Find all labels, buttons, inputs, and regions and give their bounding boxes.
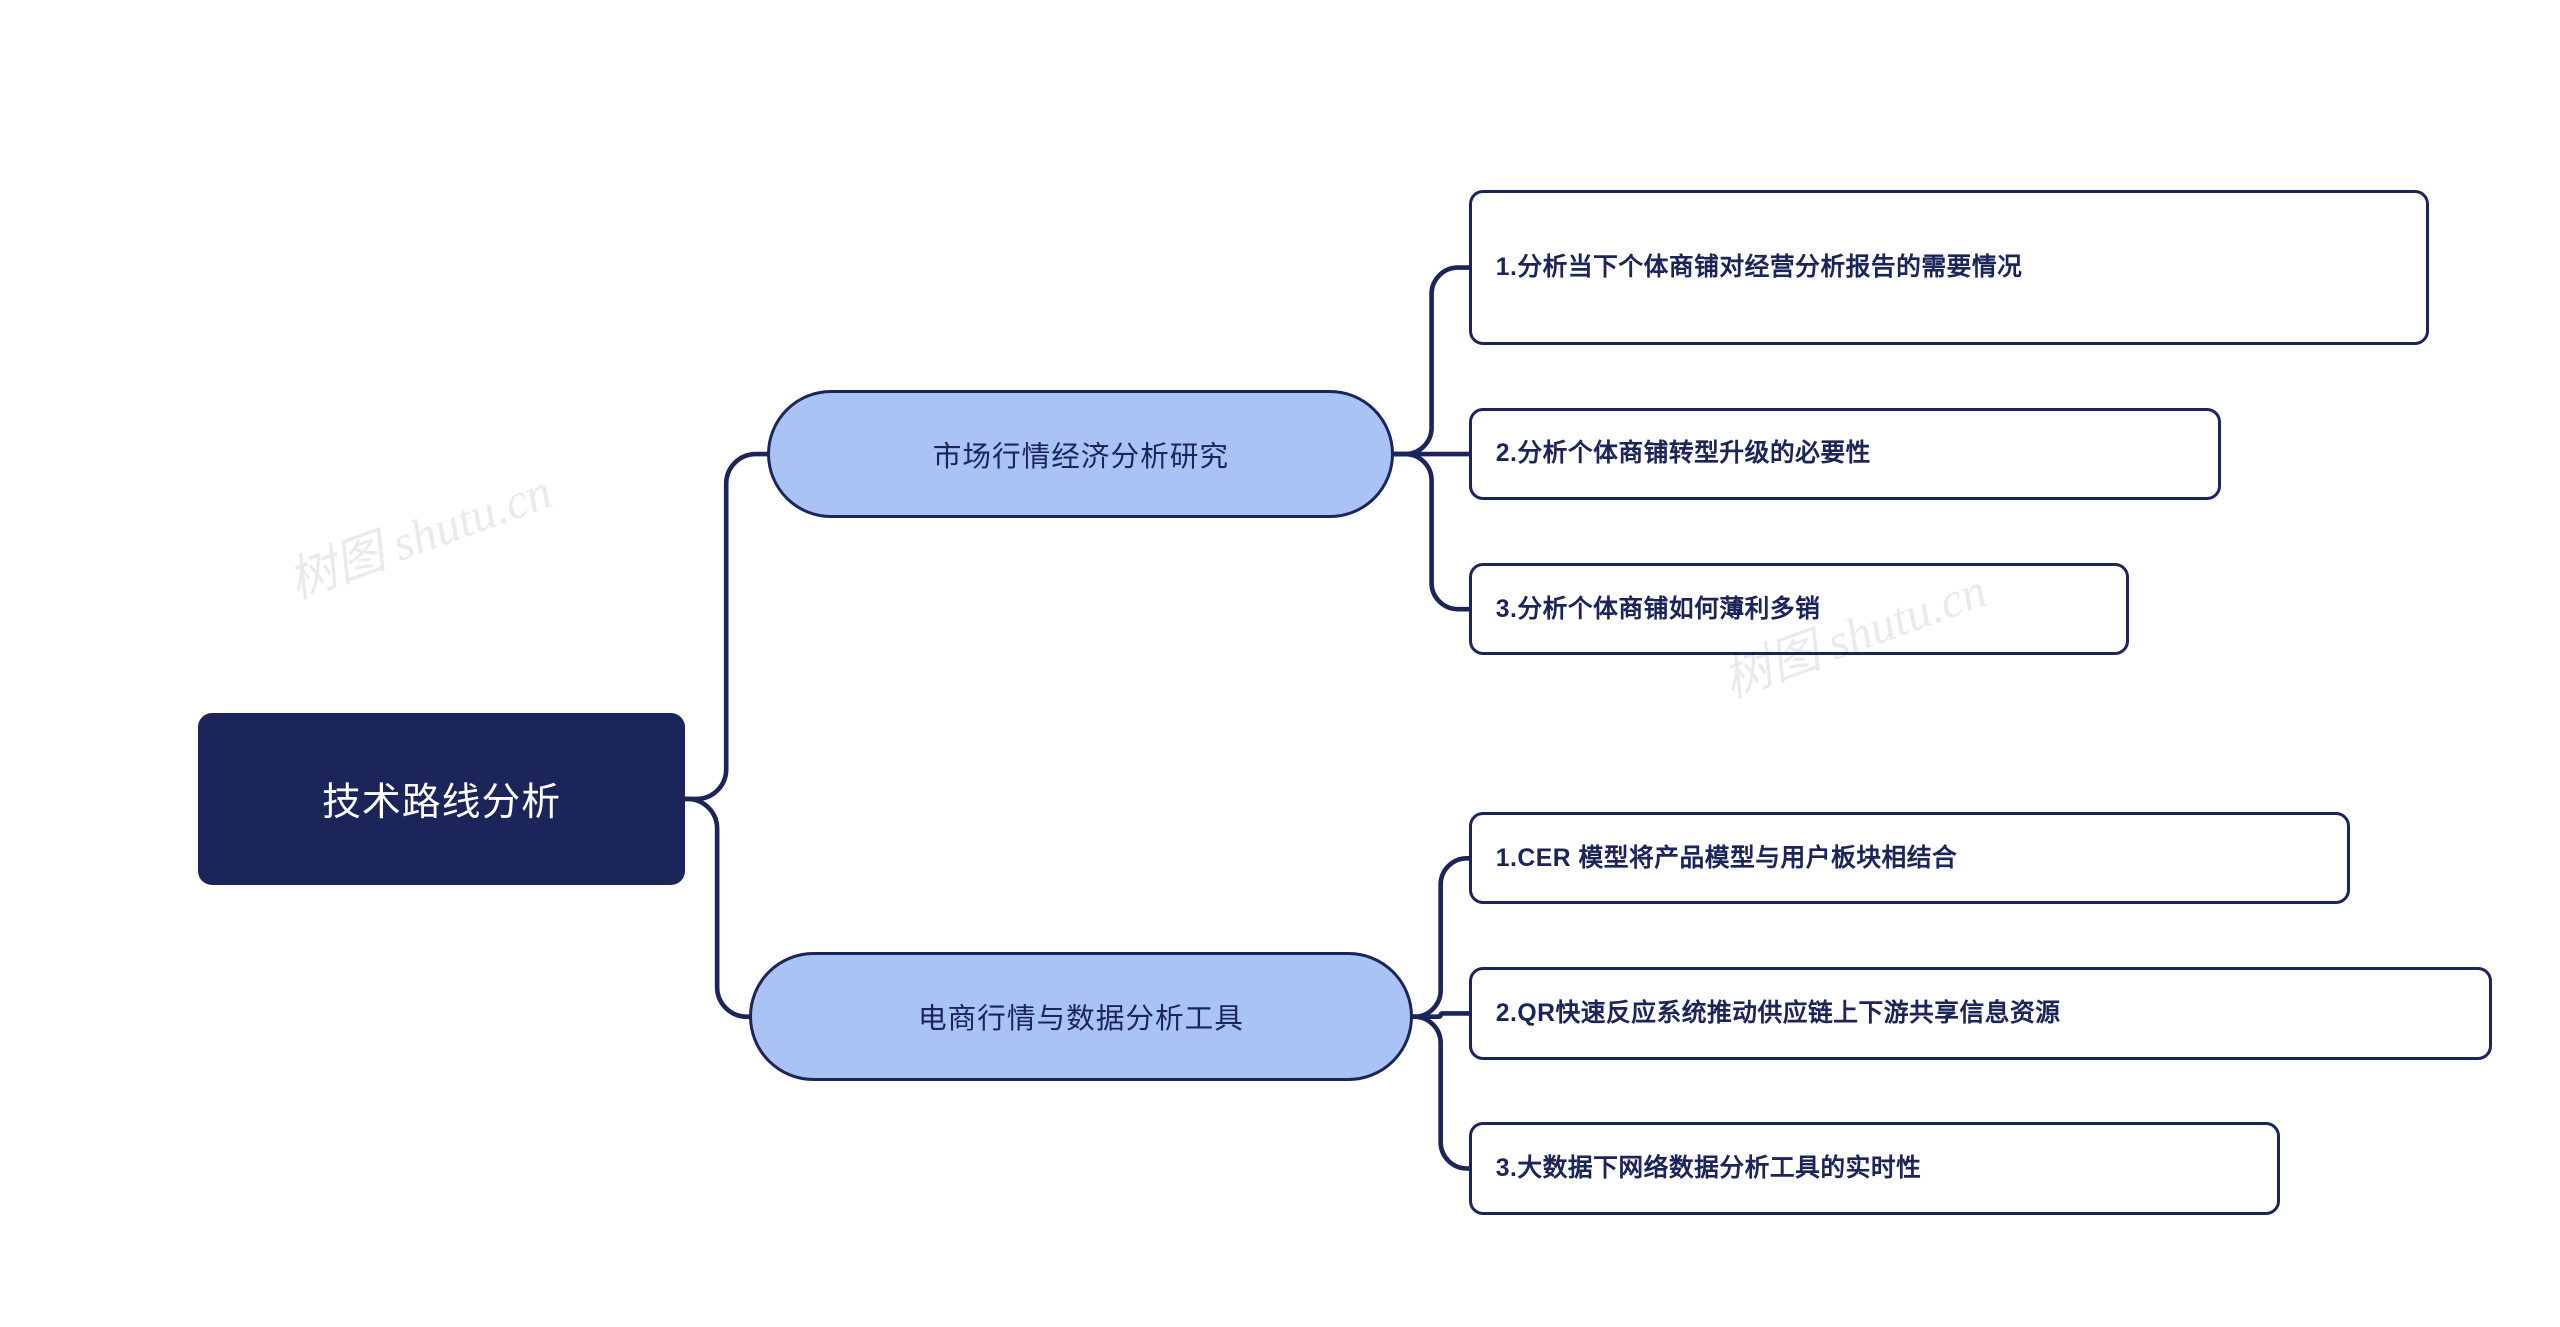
- leaf-node-0-1-label: 2.分析个体商铺转型升级的必要性: [1496, 435, 1871, 472]
- leaf-node-1-2-label: 3.大数据下网络数据分析工具的实时性: [1496, 1150, 1922, 1187]
- branch-node-1-label: 电商行情与数据分析工具: [918, 996, 1244, 1037]
- leaf-node-0-1: 2.分析个体商铺转型升级的必要性: [1469, 408, 2221, 500]
- connector: [685, 454, 768, 799]
- root-node: 技术路线分析: [198, 713, 685, 885]
- branch-node-1: 电商行情与数据分析工具: [749, 952, 1412, 1081]
- connector: [1413, 1013, 1469, 1016]
- leaf-node-0-2: 3.分析个体商铺如何薄利多销: [1469, 563, 2129, 655]
- connector: [1394, 454, 1468, 609]
- watermark-0: 树图 shutu.cn: [276, 452, 559, 613]
- leaf-node-1-0: 1.CER 模型将产品模型与用户板块相结合: [1469, 812, 2350, 904]
- branch-node-0-label: 市场行情经济分析研究: [933, 434, 1229, 475]
- leaf-node-0-0: 1.分析当下个体商铺对经营分析报告的需要情况: [1469, 190, 2429, 345]
- connector: [1413, 858, 1469, 1016]
- leaf-node-1-0-label: 1.CER 模型将产品模型与用户板块相结合: [1496, 840, 1958, 877]
- leaf-node-1-1: 2.QR快速反应系统推动供应链上下游共享信息资源: [1469, 967, 2492, 1059]
- leaf-node-0-2-label: 3.分析个体商铺如何薄利多销: [1496, 591, 1821, 628]
- leaf-node-0-0-label: 1.分析当下个体商铺对经营分析报告的需要情况: [1496, 249, 2023, 286]
- mindmap-canvas: 技术路线分析 市场行情经济分析研究 1.分析当下个体商铺对经营分析报告的需要情况 2.…: [0, 0, 2560, 1327]
- leaf-node-1-1-label: 2.QR快速反应系统推动供应链上下游共享信息资源: [1496, 995, 2061, 1032]
- leaf-node-1-2: 3.大数据下网络数据分析工具的实时性: [1469, 1122, 2281, 1214]
- root-node-label: 技术路线分析: [322, 771, 561, 827]
- connector: [1394, 268, 1468, 454]
- branch-node-0: 市场行情经济分析研究: [767, 390, 1394, 519]
- connector: [685, 799, 749, 1017]
- connector: [1413, 1017, 1469, 1169]
